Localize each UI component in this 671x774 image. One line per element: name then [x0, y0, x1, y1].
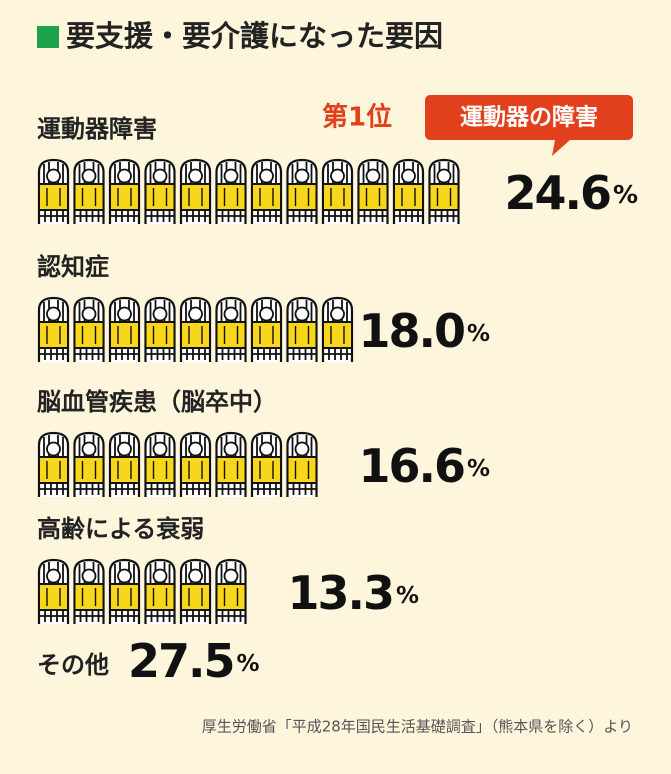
- icon: [179, 431, 212, 499]
- icon: [73, 296, 105, 364]
- icon: [428, 158, 460, 226]
- icon: [37, 158, 70, 226]
- icon: [179, 558, 212, 626]
- icon: [250, 158, 283, 226]
- pictogram: [37, 558, 272, 626]
- icon: [286, 431, 318, 499]
- category-label: 運動器障害: [37, 115, 157, 143]
- icon: [37, 296, 70, 364]
- icon: [73, 431, 105, 499]
- title-marker: [37, 26, 59, 48]
- badge-rank: 第1位: [322, 102, 392, 133]
- icon: [37, 431, 70, 499]
- icon: [215, 558, 247, 626]
- icon: [321, 296, 354, 364]
- icon: [392, 158, 425, 226]
- icon: [179, 296, 212, 364]
- category-label: その他: [37, 651, 109, 679]
- icon: [250, 431, 283, 499]
- partial-icon: [321, 431, 331, 499]
- partial-icon: [463, 158, 473, 226]
- value-label: 27.5%: [128, 634, 260, 688]
- pictogram: [37, 296, 354, 364]
- value-label: 18.0%: [359, 304, 491, 358]
- icon: [357, 158, 389, 226]
- chart-title: 要支援・要介護になった要因: [66, 19, 443, 53]
- icon: [144, 296, 176, 364]
- pictogram: [37, 431, 331, 499]
- partial-icon: [250, 558, 272, 626]
- icon: [215, 431, 247, 499]
- icon: [37, 558, 70, 626]
- icon: [108, 558, 141, 626]
- icon: [179, 158, 212, 226]
- icon: [144, 158, 176, 226]
- icon: [144, 431, 176, 499]
- value-label: 16.6%: [359, 439, 491, 493]
- pictogram: [37, 158, 473, 226]
- icon: [108, 431, 141, 499]
- icon: [215, 158, 247, 226]
- category-label: 高齢による衰弱: [37, 515, 204, 543]
- category-label: 脳血管疾患（脳卒中）: [37, 388, 277, 416]
- icon: [250, 296, 283, 364]
- badge: [425, 95, 633, 156]
- category-label: 認知症: [37, 253, 109, 281]
- icon: [286, 158, 318, 226]
- icon: [108, 296, 141, 364]
- icon: [286, 296, 318, 364]
- value-label: 24.6%: [505, 166, 639, 220]
- icon: [73, 558, 105, 626]
- icon: [73, 158, 105, 226]
- value-label: 13.3%: [288, 566, 420, 620]
- source: 厚生労働省「平成28年国民生活基礎調査」（熊本県を除く）より: [202, 718, 633, 736]
- icon: [215, 296, 247, 364]
- icon: [108, 158, 141, 226]
- badge-label: 運動器の障害: [460, 104, 598, 131]
- icon: [144, 558, 176, 626]
- icon: [321, 158, 354, 226]
